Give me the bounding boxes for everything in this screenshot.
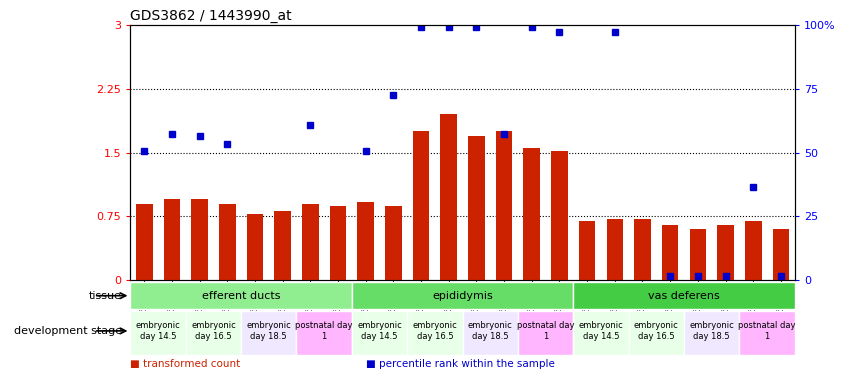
Bar <box>357 202 374 280</box>
Text: development stage: development stage <box>13 326 122 336</box>
Text: epididymis: epididymis <box>432 291 493 301</box>
Text: embryonic
day 16.5: embryonic day 16.5 <box>634 321 679 341</box>
Bar <box>163 199 180 280</box>
Bar <box>191 199 208 280</box>
Bar <box>441 114 457 280</box>
Text: vas deferens: vas deferens <box>648 291 720 301</box>
Bar <box>606 219 623 280</box>
Bar <box>246 214 263 280</box>
Text: embryonic
day 14.5: embryonic day 14.5 <box>357 321 402 341</box>
Bar <box>274 210 291 280</box>
Bar <box>352 311 407 355</box>
Bar <box>628 311 684 355</box>
Bar <box>662 225 679 280</box>
Bar <box>463 311 518 355</box>
Bar <box>296 311 352 355</box>
Text: embryonic
day 16.5: embryonic day 16.5 <box>412 321 458 341</box>
Bar <box>186 311 241 355</box>
Text: embryonic
day 18.5: embryonic day 18.5 <box>246 321 291 341</box>
Bar <box>551 151 568 280</box>
Bar <box>330 206 346 280</box>
Bar <box>634 219 651 280</box>
Bar <box>773 229 789 280</box>
Text: embryonic
day 14.5: embryonic day 14.5 <box>579 321 623 341</box>
Bar <box>690 229 706 280</box>
Bar <box>130 282 352 309</box>
Text: tissue: tissue <box>89 291 122 301</box>
Text: ■ percentile rank within the sample: ■ percentile rank within the sample <box>366 359 555 369</box>
Bar <box>468 136 484 280</box>
Bar <box>385 206 402 280</box>
Text: postnatal day
1: postnatal day 1 <box>517 321 574 341</box>
Text: postnatal day
1: postnatal day 1 <box>295 321 353 341</box>
Text: embryonic
day 18.5: embryonic day 18.5 <box>690 321 734 341</box>
Text: GDS3862 / 1443990_at: GDS3862 / 1443990_at <box>130 8 292 23</box>
Bar <box>219 204 235 280</box>
Bar <box>302 204 319 280</box>
Bar <box>523 148 540 280</box>
Text: efferent ducts: efferent ducts <box>202 291 280 301</box>
Bar <box>407 311 463 355</box>
Bar <box>130 311 186 355</box>
Text: embryonic
day 18.5: embryonic day 18.5 <box>468 321 513 341</box>
Text: embryonic
day 14.5: embryonic day 14.5 <box>135 321 181 341</box>
Text: ■ transformed count: ■ transformed count <box>130 359 241 369</box>
Bar <box>745 221 761 280</box>
Bar <box>241 311 296 355</box>
Bar <box>574 311 628 355</box>
Bar <box>352 282 574 309</box>
Bar <box>495 131 512 280</box>
Text: embryonic
day 16.5: embryonic day 16.5 <box>191 321 235 341</box>
Bar <box>684 311 739 355</box>
Text: postnatal day
1: postnatal day 1 <box>738 321 796 341</box>
Bar <box>579 221 595 280</box>
Bar <box>136 204 152 280</box>
Bar <box>574 282 795 309</box>
Bar <box>717 225 734 280</box>
Bar <box>739 311 795 355</box>
Bar <box>518 311 574 355</box>
Bar <box>413 131 429 280</box>
